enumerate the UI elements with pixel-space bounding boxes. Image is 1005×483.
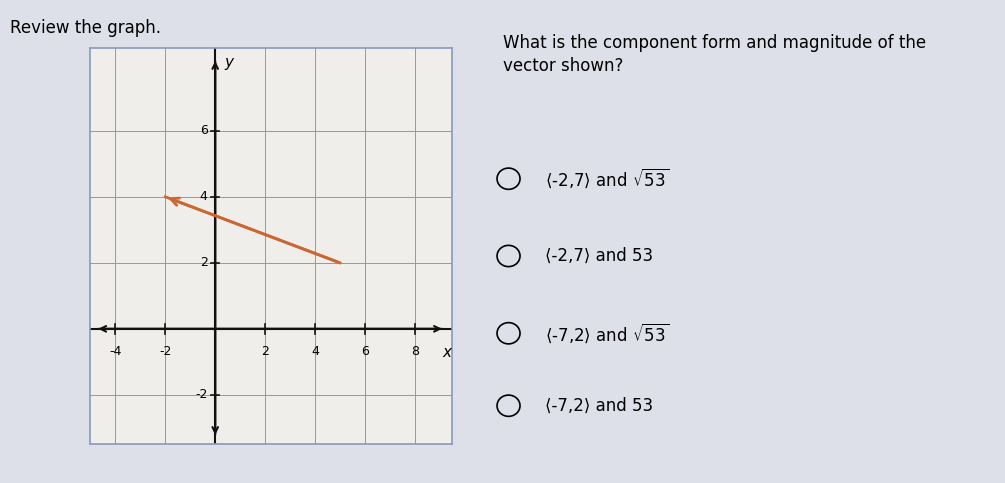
Text: 6: 6 <box>361 345 369 358</box>
Text: 2: 2 <box>200 256 208 270</box>
Text: 4: 4 <box>200 190 208 203</box>
Text: 2: 2 <box>261 345 269 358</box>
Text: x: x <box>443 345 452 360</box>
Text: What is the component form and magnitude of the
vector shown?: What is the component form and magnitude… <box>504 34 927 75</box>
Text: 8: 8 <box>411 345 419 358</box>
Text: ⟨-2,7⟩ and $\sqrt{53}$: ⟨-2,7⟩ and $\sqrt{53}$ <box>545 167 669 190</box>
Text: 6: 6 <box>200 124 208 137</box>
Text: ⟨-7,2⟩ and 53: ⟨-7,2⟩ and 53 <box>545 397 653 415</box>
Text: ⟨-7,2⟩ and $\sqrt{53}$: ⟨-7,2⟩ and $\sqrt{53}$ <box>545 322 669 345</box>
Text: 4: 4 <box>312 345 319 358</box>
Text: y: y <box>224 55 233 70</box>
Text: Review the graph.: Review the graph. <box>10 19 161 37</box>
Text: -2: -2 <box>159 345 172 358</box>
Text: -2: -2 <box>195 388 208 401</box>
Text: ⟨-2,7⟩ and 53: ⟨-2,7⟩ and 53 <box>545 247 653 265</box>
Text: -4: -4 <box>110 345 122 358</box>
